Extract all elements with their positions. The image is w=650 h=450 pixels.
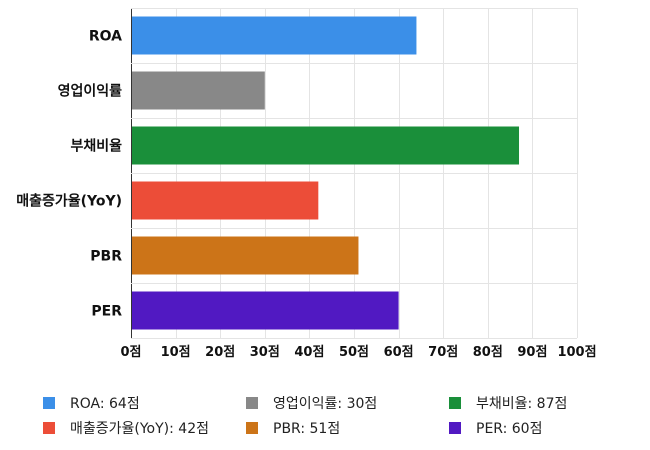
bar	[132, 16, 417, 55]
legend-item: PBR: 51점	[246, 415, 449, 440]
legend-item: 부채비율: 87점	[449, 390, 643, 415]
legend-label: 매출증가율(YoY): 42점	[70, 420, 209, 437]
bar	[132, 291, 399, 330]
legend-swatch	[246, 396, 258, 409]
x-tick-label: 30점	[250, 345, 280, 360]
legend-label: 영업이익률: 30점	[273, 395, 378, 412]
category-label: 영업이익률	[58, 83, 123, 100]
category-label: ROA	[89, 29, 122, 45]
x-tick-label: 70점	[428, 345, 458, 360]
bar	[132, 126, 520, 165]
legend-item: PER: 60점	[449, 415, 643, 440]
x-tick-label: 100점	[557, 345, 596, 360]
bar	[132, 181, 319, 220]
x-axis-tick-labels: 0점 10점 20점 30점 40점 50점 60점 70점 80점 90점 100점	[120, 345, 596, 360]
legend-swatch	[43, 396, 55, 409]
legend-swatch	[246, 421, 258, 434]
legend-label: PER: 60점	[476, 420, 543, 437]
legend-label: PBR: 51점	[273, 420, 341, 437]
category-label: 매출증가율(YoY)	[16, 193, 122, 210]
x-tick-label: 60점	[384, 345, 414, 360]
x-tick-label: 40점	[294, 345, 324, 360]
bars	[132, 16, 520, 330]
grid-lines	[131, 8, 578, 339]
category-label: PBR	[90, 249, 122, 265]
x-tick-label: 10점	[161, 345, 191, 360]
category-label: PER	[91, 304, 122, 320]
x-tick-label: 50점	[339, 345, 369, 360]
legend-item: 영업이익률: 30점	[246, 390, 449, 415]
legend-label: ROA: 64점	[70, 395, 140, 412]
bar	[132, 71, 265, 110]
legend-label: 부채비율: 87점	[476, 395, 568, 412]
x-tick-label: 90점	[517, 345, 547, 360]
category-label: 부채비율	[70, 138, 122, 155]
legend-swatch	[449, 421, 461, 434]
x-tick-label: 20점	[205, 345, 235, 360]
legend-item: ROA: 64점	[43, 390, 246, 415]
legend-swatch	[43, 421, 55, 434]
legend-swatch	[449, 396, 461, 409]
x-tick-label: 0점	[120, 345, 141, 360]
bar	[132, 236, 359, 275]
legend-item: 매출증가율(YoY): 42점	[43, 415, 246, 440]
x-tick-label: 80점	[473, 345, 503, 360]
